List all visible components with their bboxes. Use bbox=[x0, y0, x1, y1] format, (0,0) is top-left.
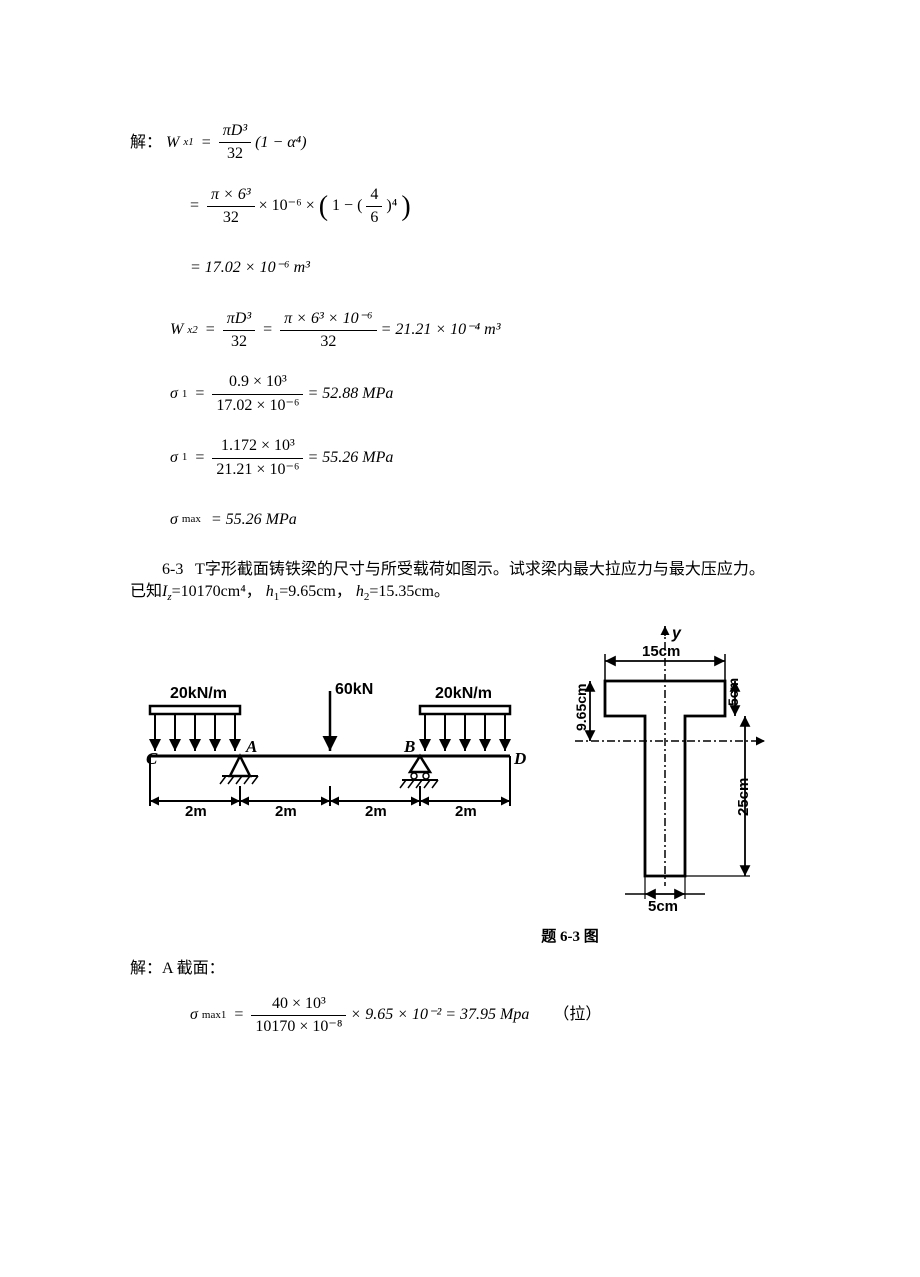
dim-5cm-web: 5cm bbox=[648, 898, 678, 915]
dim-15cm: 15cm bbox=[642, 643, 680, 660]
eq-sigma1a: σ1 = 0.9 × 10³ 17.02 × 10⁻⁶ = 52.88 MPa bbox=[170, 371, 790, 417]
figure-caption: 题 6-3 图 bbox=[350, 927, 790, 948]
eq-wx1-step2: = π × 6³ 32 × 10⁻⁶ × ( 1 − ( 46 )⁴ ) bbox=[190, 184, 790, 230]
eq-wx1: 解： Wx1 = πD³ 32 (1 − α⁴) bbox=[130, 120, 790, 166]
problem-number: 6-3 bbox=[162, 561, 183, 578]
span-2: 2m bbox=[275, 803, 297, 820]
pt-B: B bbox=[403, 737, 415, 756]
figure-6-3: 20kN/m 60kN 20kN/m bbox=[130, 616, 790, 948]
solution-A-label: 解：A 截面： bbox=[130, 958, 790, 980]
solve-label: 解： bbox=[130, 132, 162, 154]
eq-wx1-result: = 17.02 × 10⁻⁶ m³ bbox=[190, 248, 790, 290]
load-left-label: 20kN/m bbox=[170, 685, 227, 702]
solution-block-1: 解： Wx1 = πD³ 32 (1 − α⁴) = π × 6³ 32 × 1… bbox=[130, 120, 790, 541]
eq-wx2: Wx2 = πD³ 32 = π × 6³ × 10⁻⁶ 32 = 21.21 … bbox=[170, 308, 790, 354]
y-axis-label: y bbox=[671, 625, 682, 642]
wx1-sub: x1 bbox=[183, 135, 193, 150]
t-section: y 15cm 5cm 9.65cm 25cm 5cm bbox=[573, 625, 765, 915]
problem-given: 已知Iz=10170cm⁴， h1=9.65cm， h2=15.35cm。 bbox=[130, 581, 790, 606]
span-3: 2m bbox=[365, 803, 387, 820]
wx1-tail: (1 − α⁴) bbox=[255, 132, 306, 154]
dim-25cm: 25cm bbox=[735, 778, 752, 816]
eq-sigma-max1: σmax1 = 40 × 10³ 10170 × 10⁻⁸ × 9.65 × 1… bbox=[190, 993, 790, 1039]
dim-9-65cm: 9.65cm bbox=[573, 683, 589, 730]
problem-6-3-text: 6-3 T字形截面铸铁梁的尺寸与所受载荷如图示。试求梁内最大拉应力与最大压应力。 bbox=[130, 559, 790, 581]
problem-statement: T字形截面铸铁梁的尺寸与所受载荷如图示。试求梁内最大拉应力与最大压应力。 bbox=[195, 561, 765, 578]
load-point-label: 60kN bbox=[335, 681, 373, 698]
load-right-label: 20kN/m bbox=[435, 685, 492, 702]
span-1: 2m bbox=[185, 803, 207, 820]
tension-note: （拉） bbox=[553, 1004, 601, 1026]
eq-sigma1b: σ1 = 1.172 × 10³ 21.21 × 10⁻⁶ = 55.26 MP… bbox=[170, 435, 790, 481]
pt-D: D bbox=[513, 749, 526, 768]
eq-sigma-max: σmax = 55.26 MPa bbox=[170, 499, 790, 541]
dim-5cm-flange: 5cm bbox=[725, 678, 741, 706]
pt-C: C bbox=[146, 749, 158, 768]
frac-piD3: πD³ 32 bbox=[219, 120, 251, 166]
wx1-symbol: W bbox=[166, 132, 179, 154]
span-4: 2m bbox=[455, 803, 477, 820]
figure-svg: 20kN/m 60kN 20kN/m bbox=[140, 616, 780, 916]
beam-diagram: 20kN/m 60kN 20kN/m bbox=[146, 681, 526, 820]
pt-A: A bbox=[245, 737, 257, 756]
